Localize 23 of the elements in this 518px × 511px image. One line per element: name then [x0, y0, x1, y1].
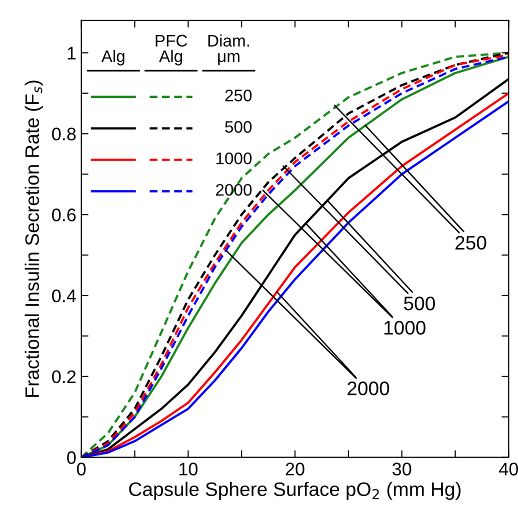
annotation: 2000	[348, 382, 390, 396]
annotation: Alg	[101, 50, 124, 66]
y-tick-label: 0.6	[52, 208, 76, 222]
x-tick-label: 0	[77, 462, 86, 476]
x-axis-title: Capsule Sphere Surface pO$_{2}$ (mm Hg)	[129, 482, 461, 500]
annotation: 250	[456, 236, 486, 250]
y-tick-label: 0.2	[52, 370, 76, 384]
y-tick-label: 0	[67, 451, 76, 464]
legend-title: Diam. μm	[208, 34, 249, 66]
x-tick-label: 40	[499, 462, 518, 476]
y-tick-label: 0.4	[52, 289, 76, 302]
y-tick-label: 1	[68, 46, 76, 60]
y-tick-label: 0.8	[52, 128, 76, 140]
x-tick-label: 10	[180, 462, 198, 476]
annotation: PFC Alg	[156, 34, 188, 66]
y-axis-title: Fractional Insulin Secretion Rate (F$_{s}$)	[24, 80, 43, 397]
legend-label: 1000	[216, 152, 252, 164]
legend-label: 250	[225, 90, 252, 102]
legend-label: 500	[225, 121, 252, 133]
x-tick-label: 20	[286, 462, 304, 476]
x-tick-label: 30	[392, 462, 412, 476]
annotation: 500	[404, 296, 435, 310]
annotation: 1000	[384, 320, 426, 335]
